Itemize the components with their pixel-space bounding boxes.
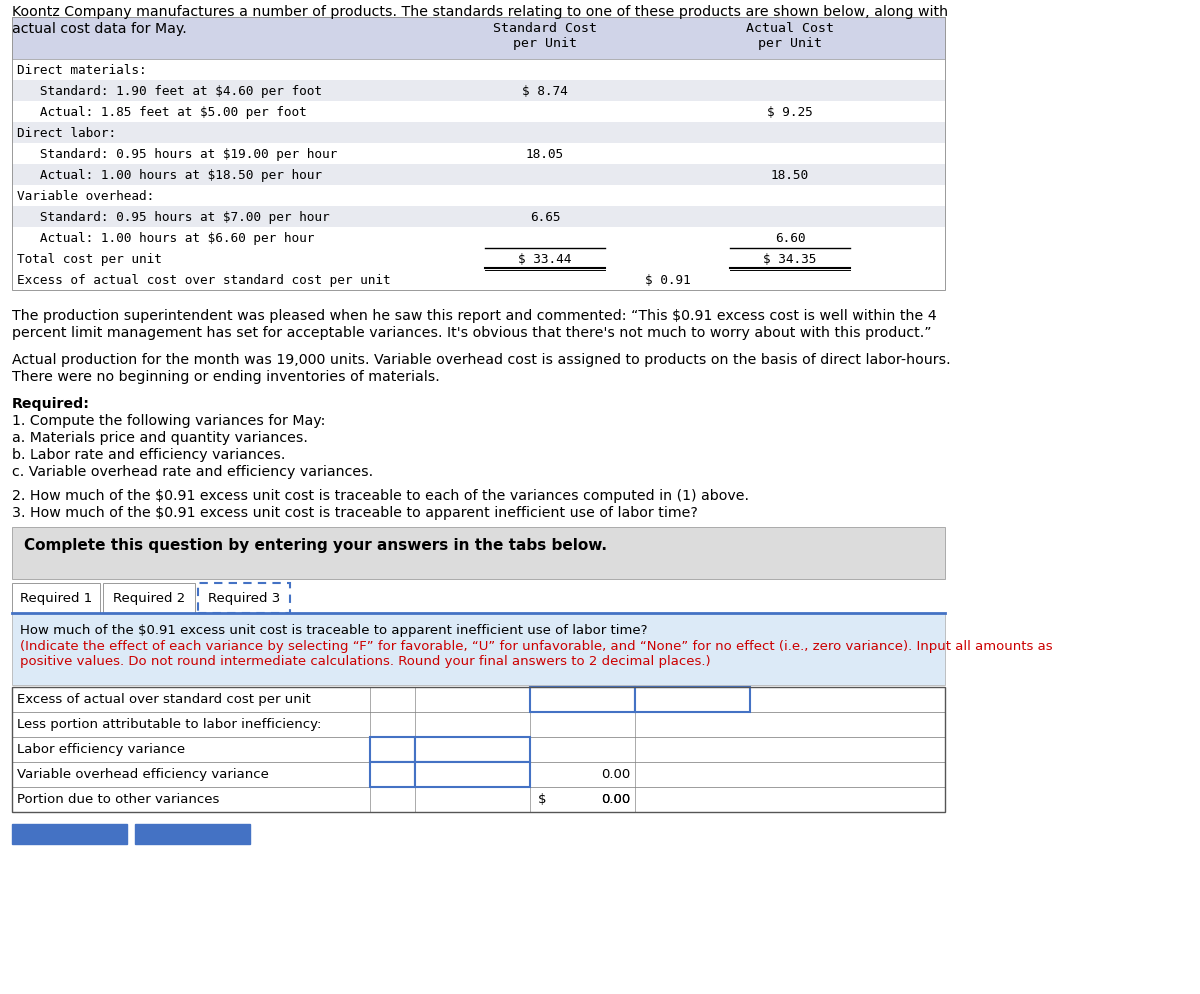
Text: Direct labor:: Direct labor: — [17, 127, 116, 140]
Bar — [12, 248, 946, 269]
Text: 6.65: 6.65 — [529, 211, 560, 224]
Text: Actual: 1.00 hours at $18.50 per hour: Actual: 1.00 hours at $18.50 per hour — [17, 169, 322, 182]
Bar — [635, 687, 750, 713]
Text: $ 0.91: $ 0.91 — [644, 273, 690, 286]
Bar — [12, 738, 946, 762]
Bar — [415, 738, 530, 762]
Text: $ 9.25: $ 9.25 — [767, 106, 812, 119]
Bar — [12, 269, 946, 290]
Bar — [12, 144, 946, 165]
Bar — [198, 583, 290, 613]
Text: Required 2: Required 2 — [113, 591, 185, 605]
Text: Less portion attributable to labor inefficiency:: Less portion attributable to labor ineff… — [17, 718, 322, 731]
Bar — [12, 528, 946, 580]
Text: Required:: Required: — [12, 397, 90, 411]
Text: Standard: 1.90 feet at $4.60 per foot: Standard: 1.90 feet at $4.60 per foot — [17, 84, 322, 97]
Text: Excess of actual over standard cost per unit: Excess of actual over standard cost per … — [17, 692, 311, 706]
Text: 1. Compute the following variances for May:: 1. Compute the following variances for M… — [12, 414, 325, 427]
Text: c. Variable overhead rate and efficiency variances.: c. Variable overhead rate and efficiency… — [12, 464, 373, 478]
Bar — [12, 713, 946, 738]
Text: 18.50: 18.50 — [770, 169, 809, 182]
Bar — [12, 228, 946, 248]
Text: The production superintendent was pleased when he saw this report and commented:: The production superintendent was please… — [12, 309, 937, 323]
Text: positive values. Do not round intermediate calculations. Round your final answer: positive values. Do not round intermedia… — [20, 654, 710, 667]
Text: 6.60: 6.60 — [775, 232, 805, 245]
Bar — [415, 762, 530, 787]
Text: Standard Cost
per Unit: Standard Cost per Unit — [493, 22, 598, 50]
Text: 18.05: 18.05 — [526, 148, 564, 161]
Bar — [12, 123, 946, 144]
Bar — [12, 762, 946, 787]
Bar — [12, 18, 946, 60]
Text: Direct materials:: Direct materials: — [17, 64, 146, 77]
Text: Required 1: Required 1 — [20, 591, 92, 605]
Text: Koontz Company manufactures a number of products. The standards relating to one : Koontz Company manufactures a number of … — [12, 5, 948, 19]
Text: 0.00: 0.00 — [601, 792, 630, 805]
Bar — [12, 824, 127, 844]
Text: Total cost per unit: Total cost per unit — [17, 252, 162, 265]
Text: Actual: 1.85 feet at $5.00 per foot: Actual: 1.85 feet at $5.00 per foot — [17, 106, 307, 119]
Text: 0.00: 0.00 — [601, 767, 630, 780]
Text: Excess of actual cost over standard cost per unit: Excess of actual cost over standard cost… — [17, 273, 391, 286]
Text: There were no beginning or ending inventories of materials.: There were no beginning or ending invent… — [12, 370, 439, 384]
Text: a. Materials price and quantity variances.: a. Materials price and quantity variance… — [12, 430, 308, 444]
Bar — [12, 165, 946, 186]
Text: b. Labor rate and efficiency variances.: b. Labor rate and efficiency variances. — [12, 447, 286, 461]
Bar — [103, 583, 194, 613]
Bar — [12, 102, 946, 123]
Text: How much of the $0.91 excess unit cost is traceable to apparent inefficient use : How much of the $0.91 excess unit cost i… — [20, 623, 648, 636]
Text: 3. How much of the $0.91 excess unit cost is traceable to apparent inefficient u: 3. How much of the $0.91 excess unit cos… — [12, 506, 698, 520]
Text: Standard: 0.95 hours at $19.00 per hour: Standard: 0.95 hours at $19.00 per hour — [17, 148, 337, 161]
Bar — [12, 186, 946, 207]
Text: Labor efficiency variance: Labor efficiency variance — [17, 743, 185, 755]
Text: 0.00: 0.00 — [601, 792, 630, 805]
Text: Variable overhead:: Variable overhead: — [17, 190, 155, 203]
Bar — [12, 81, 946, 102]
Bar — [134, 824, 250, 844]
Text: 2. How much of the $0.91 excess unit cost is traceable to each of the variances : 2. How much of the $0.91 excess unit cos… — [12, 488, 749, 503]
Bar — [12, 687, 946, 713]
Bar — [370, 762, 415, 787]
Text: $ 33.44: $ 33.44 — [518, 252, 571, 265]
Text: Variable overhead efficiency variance: Variable overhead efficiency variance — [17, 767, 269, 780]
Text: Required 3: Required 3 — [208, 591, 280, 605]
Text: $ 8.74: $ 8.74 — [522, 84, 568, 97]
Text: Standard: 0.95 hours at $7.00 per hour: Standard: 0.95 hours at $7.00 per hour — [17, 211, 330, 224]
Bar — [12, 613, 946, 685]
Bar — [12, 18, 946, 290]
Text: actual cost data for May.: actual cost data for May. — [12, 22, 187, 36]
Bar — [12, 60, 946, 81]
Text: Actual production for the month was 19,000 units. Variable overhead cost is assi: Actual production for the month was 19,0… — [12, 353, 950, 367]
Text: $: $ — [538, 792, 546, 805]
Bar — [12, 207, 946, 228]
Text: $ 34.35: $ 34.35 — [763, 252, 817, 265]
Text: Actual Cost
per Unit: Actual Cost per Unit — [746, 22, 834, 50]
Text: (Indicate the effect of each variance by selecting “F” for favorable, “U” for un: (Indicate the effect of each variance by… — [20, 639, 1052, 652]
Text: Actual: 1.00 hours at $6.60 per hour: Actual: 1.00 hours at $6.60 per hour — [17, 232, 314, 245]
Bar — [12, 787, 946, 812]
Bar — [530, 687, 635, 713]
Text: percent limit management has set for acceptable variances. It's obvious that the: percent limit management has set for acc… — [12, 326, 931, 340]
Bar — [12, 687, 946, 812]
Text: Portion due to other variances: Portion due to other variances — [17, 792, 220, 805]
Bar — [12, 583, 100, 613]
Text: Complete this question by entering your answers in the tabs below.: Complete this question by entering your … — [24, 538, 607, 553]
Bar — [370, 738, 415, 762]
